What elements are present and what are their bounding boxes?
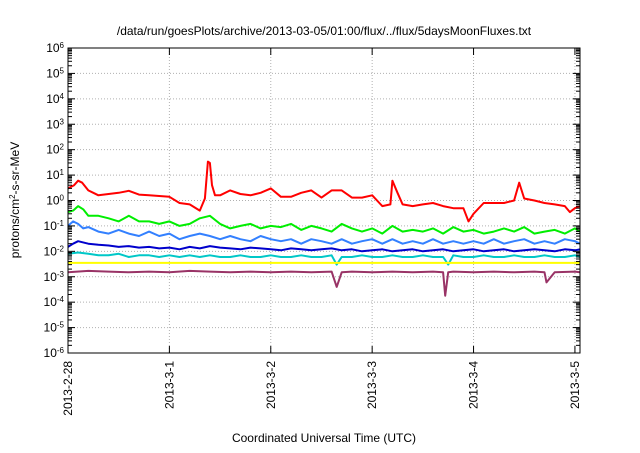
- y-axis-label: protons/cm2-s-sr-MeV: [8, 142, 23, 258]
- x-axis-label: Coordinated Universal Time (UTC): [232, 431, 416, 445]
- y-tick-label-exponent: -2: [57, 244, 65, 253]
- series-layer: [67, 160, 581, 297]
- y-axis-label-suffix: -s-sr-MeV: [8, 142, 22, 195]
- grid: [68, 48, 580, 353]
- y-tick-label: 10-1: [44, 218, 65, 233]
- x-tick-label: 2013-3-3: [365, 361, 379, 409]
- y-axis-label-sup: 2: [8, 194, 17, 199]
- x-tick-label: 2013-3-4: [467, 361, 481, 409]
- series-line: [67, 220, 581, 245]
- y-tick-label-exponent: 6: [60, 41, 65, 50]
- y-tick-label: 103: [46, 117, 64, 132]
- y-axis-label-prefix: protons/cm: [8, 199, 22, 258]
- series-line: [67, 251, 581, 266]
- y-tick-label-exponent: 4: [60, 91, 65, 100]
- y-tick-label-exponent: 2: [60, 142, 65, 151]
- y-tick-label-exponent: 1: [60, 168, 65, 177]
- y-tick-label-base: 10: [46, 117, 60, 131]
- y-tick-label-base: 10: [44, 321, 58, 335]
- y-tick-label: 10-2: [44, 244, 65, 258]
- y-tick-label-exponent: -3: [57, 269, 65, 278]
- y-tick-label: 104: [46, 91, 64, 106]
- y-tick-label: 10-5: [44, 320, 65, 335]
- y-tick-label-base: 10: [46, 168, 60, 182]
- y-tick-label-base: 10: [44, 270, 58, 284]
- y-tick-label-base: 10: [44, 295, 58, 309]
- y-tick-label-exponent: 5: [60, 66, 65, 75]
- y-tick-label: 102: [46, 142, 64, 157]
- series-line: [67, 240, 581, 253]
- x-tick-label: 2013-3-2: [264, 361, 278, 409]
- y-tick-label-exponent: -1: [57, 218, 65, 227]
- y-tick-label: 10-6: [44, 346, 65, 361]
- y-tick-label-base: 10: [44, 219, 58, 233]
- y-tick-label-exponent: 0: [60, 193, 65, 202]
- y-tick-label-base: 10: [46, 66, 60, 80]
- series-line: [67, 160, 581, 223]
- x-tick-label: 2013-3-1: [162, 361, 176, 409]
- y-axis-ticks: 10610510410310210110010-110-210-310-410-…: [44, 41, 580, 361]
- series-line: [67, 269, 581, 297]
- y-tick-label-exponent: -4: [57, 295, 65, 304]
- y-tick-label-exponent: 3: [60, 117, 65, 126]
- x-tick-label: 2013-3-5: [568, 361, 582, 409]
- y-tick-label-base: 10: [46, 41, 60, 55]
- y-tick-label-base: 10: [46, 143, 60, 157]
- y-tick-label-base: 10: [46, 92, 60, 106]
- x-axis-ticks: 2013-2-28 2013-3-1 2013-3-2 2013-3-3 2013-3-…: [61, 48, 582, 416]
- y-tick-label-base: 10: [44, 244, 58, 258]
- y-tick-label-exponent: -6: [57, 346, 65, 355]
- y-tick-label: 105: [46, 66, 64, 81]
- series-line: [67, 205, 581, 235]
- chart-title: /data/run/goesPlots/archive/2013-03-05/0…: [117, 24, 532, 38]
- y-tick-label: 10-4: [44, 295, 65, 310]
- y-tick-label: 100: [46, 193, 64, 208]
- y-tick-label: 101: [46, 168, 64, 183]
- y-tick-label-base: 10: [44, 346, 58, 360]
- y-tick-label-base: 10: [46, 194, 60, 208]
- y-tick-label: 106: [46, 41, 64, 56]
- y-tick-label: 10-3: [44, 269, 65, 284]
- x-tick-label: 2013-2-28: [61, 361, 75, 416]
- y-tick-label-exponent: -5: [57, 320, 65, 329]
